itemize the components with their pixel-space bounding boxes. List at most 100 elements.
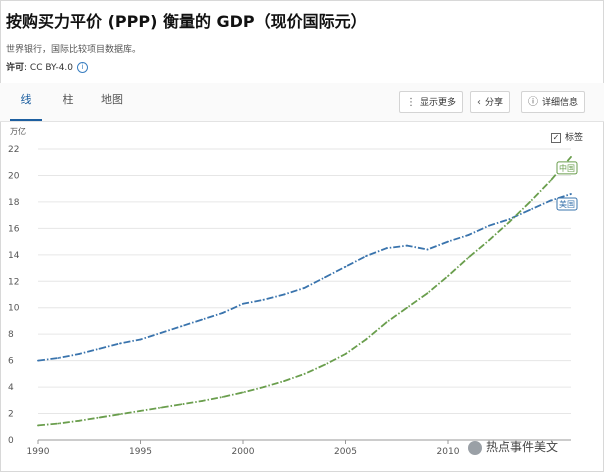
data-point <box>78 419 80 422</box>
license-value[interactable]: : CC BY-4.0 <box>24 63 74 73</box>
y-tick-label: 10 <box>8 304 20 314</box>
data-point <box>488 239 490 242</box>
more-vertical-icon: ⋮ <box>406 97 416 108</box>
license-line: 许可: CC BY-4.0 i <box>6 60 89 73</box>
data-point <box>344 353 347 355</box>
data-point <box>447 240 449 243</box>
label-toggle[interactable]: ✓ 标签 <box>551 130 583 143</box>
data-point <box>201 400 203 402</box>
data-point <box>180 325 183 328</box>
data-point <box>119 413 121 416</box>
gdp-line-chart: 0 2 4 6 8 10 12 14 16 18 20 22 万亿 1990 1995 2000 2005 201… <box>8 126 578 457</box>
data-point <box>37 424 39 427</box>
y-tick-label: 18 <box>8 198 20 208</box>
data-point <box>529 201 531 203</box>
data-point <box>160 331 162 334</box>
x-tick-label: 1995 <box>129 447 152 457</box>
grid-lines <box>38 148 571 441</box>
checkbox-icon[interactable]: ✓ <box>551 132 561 143</box>
tab-line[interactable]: 线 <box>10 83 42 121</box>
data-point <box>406 306 408 309</box>
series-label-box <box>556 197 578 211</box>
chart-tabbar: 线 柱 地图 ⋮ 显示更多 ‹ 分享 ⓘ 详细信息 <box>0 83 604 122</box>
data-point <box>447 275 449 277</box>
tab-map[interactable]: 地图 <box>101 93 123 106</box>
tab-bar[interactable]: 柱 <box>62 93 74 106</box>
label-toggle-text: 标签 <box>565 133 584 143</box>
axes: 0 2 4 6 8 10 12 14 16 18 20 22 万亿 1990 1995 2000 2005 201… <box>8 126 571 457</box>
data-point <box>570 156 572 158</box>
license-label: 许可 <box>6 63 25 73</box>
data-point <box>549 179 552 182</box>
y-tick-label: 2 <box>8 410 14 420</box>
data-point <box>385 247 388 250</box>
y-tick-label: 6 <box>8 357 14 367</box>
data-point <box>324 363 326 366</box>
x-tick-label: 2010 <box>437 447 460 457</box>
data-point <box>283 380 285 383</box>
data-point <box>37 359 39 362</box>
x-tick-label: 2005 <box>334 447 357 457</box>
data-point <box>426 292 429 295</box>
share-icon: ‹ <box>477 97 481 108</box>
watermark: 热点事件美文 <box>468 438 558 455</box>
data-point <box>180 403 183 406</box>
data-point <box>98 347 101 350</box>
data-point <box>283 293 285 296</box>
y-tick-label: 16 <box>8 224 20 234</box>
us-series-label: 美国 <box>559 199 575 209</box>
data-point <box>324 276 326 279</box>
show-more-button[interactable]: ⋮ 显示更多 <box>399 91 464 113</box>
data-point <box>549 199 552 202</box>
data-point <box>57 357 60 359</box>
data-point <box>201 318 203 321</box>
data-source: 世界银行，国际比较项目数据库。 <box>6 45 142 55</box>
detail-info-button[interactable]: ⓘ 详细信息 <box>521 91 586 113</box>
data-point <box>365 255 367 258</box>
data-point <box>221 312 224 314</box>
data-point <box>262 298 265 301</box>
data-point <box>303 372 306 375</box>
data-point <box>385 321 388 324</box>
y-tick-label: 4 <box>8 383 14 393</box>
y-tick-label: 0 <box>8 436 14 446</box>
info-circle-icon: ⓘ <box>528 97 538 108</box>
y-tick-label: 14 <box>8 251 20 261</box>
us-series-line <box>37 193 572 362</box>
data-point <box>221 396 224 398</box>
data-point <box>262 386 265 388</box>
data-point <box>160 406 162 409</box>
data-point <box>488 224 490 227</box>
info-icon[interactable]: i <box>77 62 89 73</box>
data-point <box>119 342 121 345</box>
data-point <box>467 256 470 259</box>
y-tick-label: 22 <box>8 145 19 155</box>
y-tick-label: 8 <box>8 330 14 340</box>
series-label-box <box>556 161 578 175</box>
show-more-label: 显示更多 <box>420 98 457 108</box>
data-point <box>139 410 142 412</box>
data-point <box>242 302 244 305</box>
series-lines <box>37 156 572 427</box>
share-button[interactable]: ‹ 分享 <box>470 91 511 113</box>
y-axis-unit: 万亿 <box>10 126 26 136</box>
data-point <box>508 220 511 223</box>
detail-info-label: 详细信息 <box>542 98 579 108</box>
data-point <box>426 248 429 251</box>
page-title: 按购买力平价 (PPP) 衡量的 GDP（现价国际元） <box>6 12 367 31</box>
wechat-icon <box>468 440 482 455</box>
data-point <box>508 218 511 221</box>
data-point <box>57 422 60 425</box>
y-tick-label: 12 <box>8 277 19 287</box>
china-series-label: 中国 <box>559 163 575 173</box>
x-tick-label: 1990 <box>27 447 50 457</box>
data-point <box>365 338 367 341</box>
china-series-line <box>37 156 572 427</box>
data-point <box>242 391 244 394</box>
data-point <box>78 353 80 355</box>
watermark-text: 热点事件美文 <box>486 440 559 454</box>
data-point <box>529 208 531 211</box>
share-label: 分享 <box>485 98 504 108</box>
data-point <box>98 416 101 419</box>
